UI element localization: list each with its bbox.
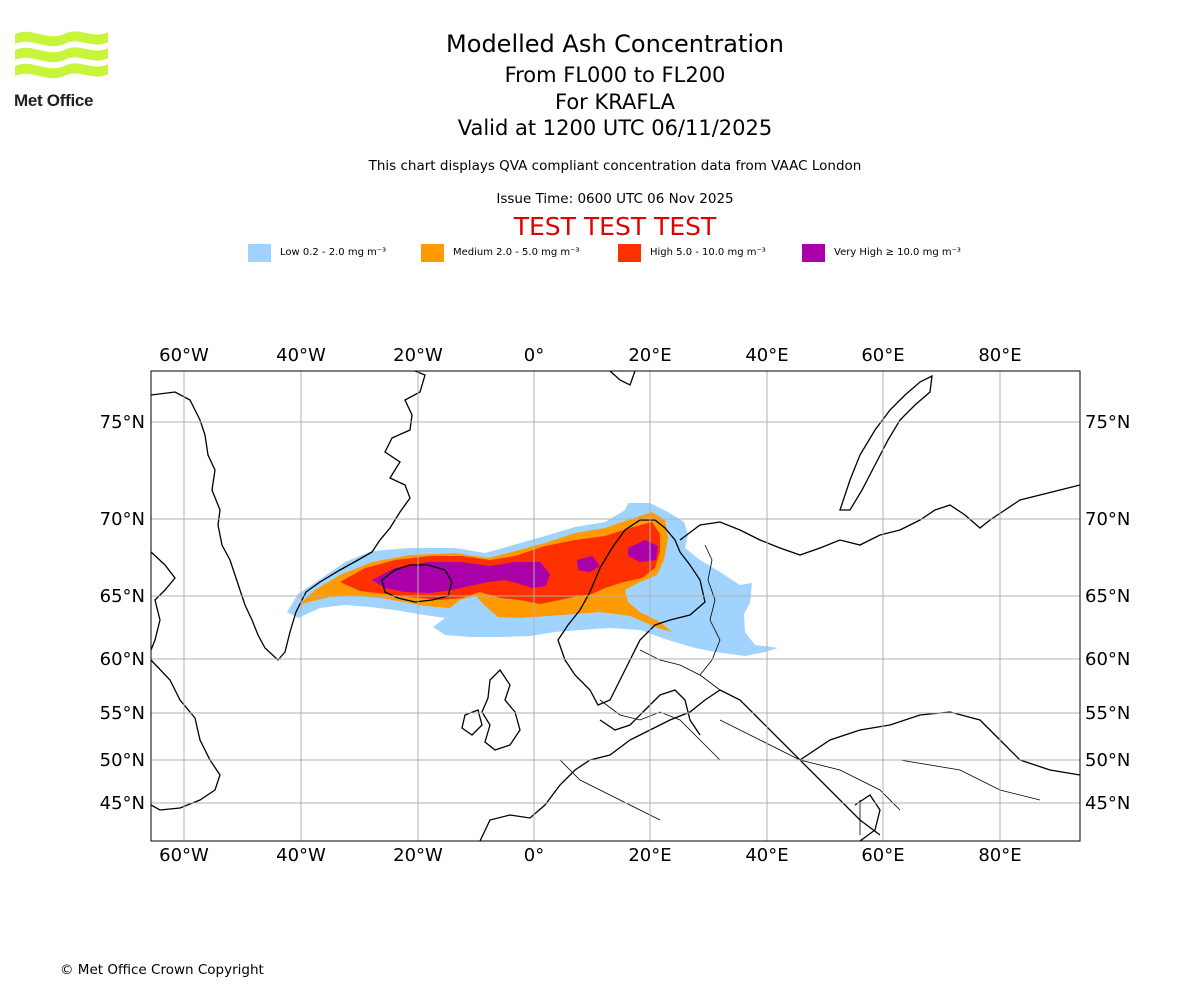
svalbard-coast (609, 371, 636, 386)
graticule (151, 371, 1080, 841)
met-office-logo-text: Met Office (14, 91, 94, 110)
legend-label-low: Low 0.2 - 2.0 mg m⁻³ (280, 247, 387, 258)
latitude-labels-right: 75°N 70°N 65°N 60°N 55°N 50°N 45°N (1085, 412, 1130, 814)
lon-label-top: 80°E (978, 345, 1021, 366)
lon-label-top: 20°W (393, 345, 443, 366)
legend-label-medium: Medium 2.0 - 5.0 mg m⁻³ (453, 247, 580, 258)
flight-level-range: From FL000 to FL200 (504, 63, 726, 87)
lon-label-top: 60°E (861, 345, 904, 366)
lat-label-right: 65°N (1085, 586, 1130, 607)
lon-label-top: 40°E (745, 345, 788, 366)
coastlines (151, 371, 1080, 841)
lon-label-bottom: 20°E (628, 845, 671, 866)
lat-label-left: 60°N (100, 649, 145, 670)
british-isles-coast (461, 668, 521, 751)
europe-coast (479, 689, 881, 841)
chart-description: This chart displays QVA compliant concen… (368, 158, 862, 174)
lon-label-bottom: 20°W (393, 845, 443, 866)
lon-label-bottom: 40°E (745, 845, 788, 866)
greenland-coast (151, 371, 426, 661)
country-borders (559, 544, 1041, 835)
lat-label-right: 55°N (1085, 703, 1130, 724)
kola-coast (679, 484, 1080, 556)
legend-swatch-medium (421, 244, 444, 262)
longitude-labels-top: 60°W 40°W 20°W 0° 20°E 40°E 60°E 80°E (159, 345, 1021, 366)
met-office-logo-waves-icon (15, 31, 108, 79)
lat-label-left: 45°N (100, 793, 145, 814)
lat-label-left: 55°N (100, 703, 145, 724)
lon-label-top: 40°W (276, 345, 326, 366)
lon-label-bottom: 0° (524, 845, 544, 866)
map-area (151, 371, 1080, 841)
labrador-coast (151, 659, 221, 811)
lon-label-bottom: 40°W (276, 845, 326, 866)
latitude-labels-left: 75°N 70°N 65°N 60°N 55°N 50°N 45°N (100, 412, 145, 814)
legend-swatch-high (618, 244, 641, 262)
lon-label-top: 0° (524, 345, 544, 366)
ash-very-high-region (372, 540, 658, 593)
lon-label-bottom: 60°W (159, 845, 209, 866)
legend-swatch-low (248, 244, 271, 262)
lat-label-right: 70°N (1085, 509, 1130, 530)
lon-label-bottom: 80°E (978, 845, 1021, 866)
legend-label-very-high: Very High ≥ 10.0 mg m⁻³ (834, 247, 961, 258)
test-banner: TEST TEST TEST (513, 212, 717, 241)
legend-label-high: High 5.0 - 10.0 mg m⁻³ (650, 247, 766, 258)
chart-title: Modelled Ash Concentration (446, 30, 784, 58)
lon-label-top: 20°E (628, 345, 671, 366)
caspian-coast (854, 794, 881, 841)
lat-label-left: 50°N (100, 750, 145, 771)
volcano-name: For KRAFLA (555, 90, 675, 114)
lat-label-right: 45°N (1085, 793, 1130, 814)
lat-label-left: 70°N (100, 509, 145, 530)
iceland-coast (381, 564, 453, 603)
copyright-notice: © Met Office Crown Copyright (60, 962, 264, 978)
lat-label-right: 75°N (1085, 412, 1130, 433)
lat-label-left: 75°N (100, 412, 145, 433)
lon-label-top: 60°W (159, 345, 209, 366)
lat-label-left: 65°N (100, 586, 145, 607)
baffin-coast (151, 551, 176, 651)
valid-time: Valid at 1200 UTC 06/11/2025 (457, 116, 773, 140)
scandinavia-coast (557, 519, 706, 706)
issue-time: Issue Time: 0600 UTC 06 Nov 2025 (496, 191, 734, 207)
asia-coast (799, 711, 1080, 776)
longitude-labels-bottom: 60°W 40°W 20°W 0° 20°E 40°E 60°E 80°E (159, 845, 1021, 866)
novaya-zemlya-coast (839, 374, 933, 511)
legend-swatch-very-high (802, 244, 825, 262)
lat-label-right: 50°N (1085, 750, 1130, 771)
lon-label-bottom: 60°E (861, 845, 904, 866)
map-frame (150, 370, 1081, 842)
lat-label-right: 60°N (1085, 649, 1130, 670)
